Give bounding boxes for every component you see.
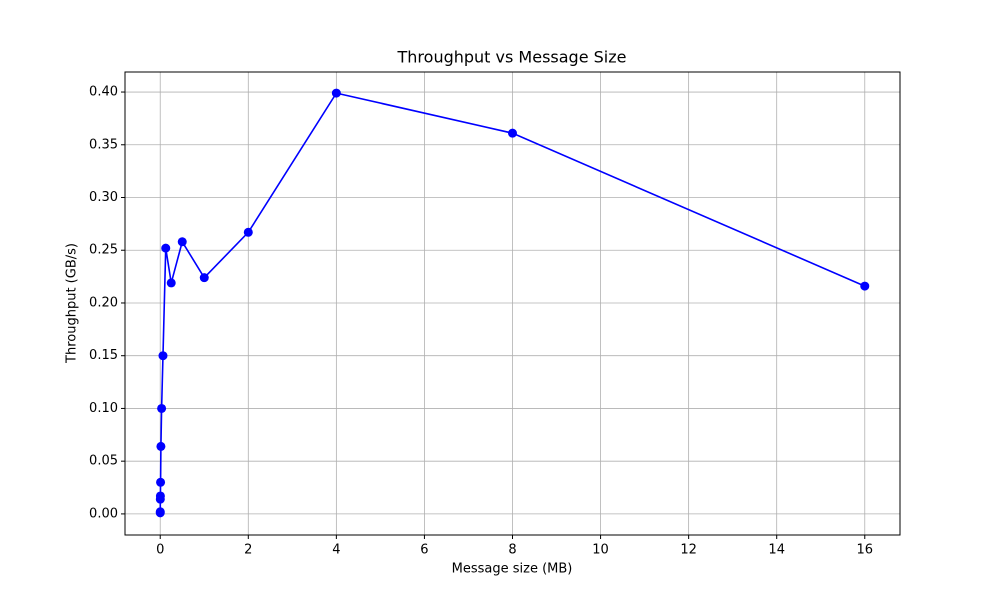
- x-tick-label: 4: [332, 543, 340, 558]
- y-tick-label: 0.15: [89, 348, 118, 363]
- x-tick-label: 8: [508, 543, 516, 558]
- x-axis-label: Message size (MB): [452, 562, 573, 577]
- y-tick-label: 0.30: [89, 190, 118, 205]
- y-tick-label: 0.25: [89, 243, 118, 258]
- data-point: [156, 441, 166, 451]
- data-point: [158, 351, 168, 361]
- chart-title: Throughput vs Message Size: [397, 48, 627, 67]
- x-tick-label: 6: [420, 543, 428, 558]
- data-point: [155, 507, 165, 517]
- data-point: [860, 281, 870, 291]
- x-tick-label: 0: [156, 543, 164, 558]
- x-tick-label: 10: [592, 543, 609, 558]
- x-tick-label: 16: [856, 543, 873, 558]
- data-point: [166, 278, 176, 288]
- data-point: [177, 237, 187, 247]
- data-point: [155, 491, 165, 501]
- y-tick-label: 0.40: [89, 85, 118, 100]
- y-tick-label: 0.05: [89, 454, 118, 469]
- data-point: [199, 273, 209, 283]
- data-point: [156, 477, 166, 487]
- y-tick-label: 0.35: [89, 137, 118, 152]
- y-axis-label: Throughput (GB/s): [65, 243, 80, 364]
- data-point: [331, 88, 341, 98]
- x-tick-label: 12: [680, 543, 697, 558]
- data-point: [161, 243, 171, 253]
- x-tick-label: 14: [768, 543, 785, 558]
- data-point: [243, 227, 253, 237]
- x-tick-label: 2: [244, 543, 252, 558]
- data-point: [157, 403, 167, 413]
- y-tick-label: 0.00: [89, 506, 118, 521]
- y-tick-label: 0.10: [89, 401, 118, 416]
- plot-frame: [124, 71, 901, 536]
- y-tick-label: 0.20: [89, 295, 118, 310]
- data-point: [508, 128, 517, 138]
